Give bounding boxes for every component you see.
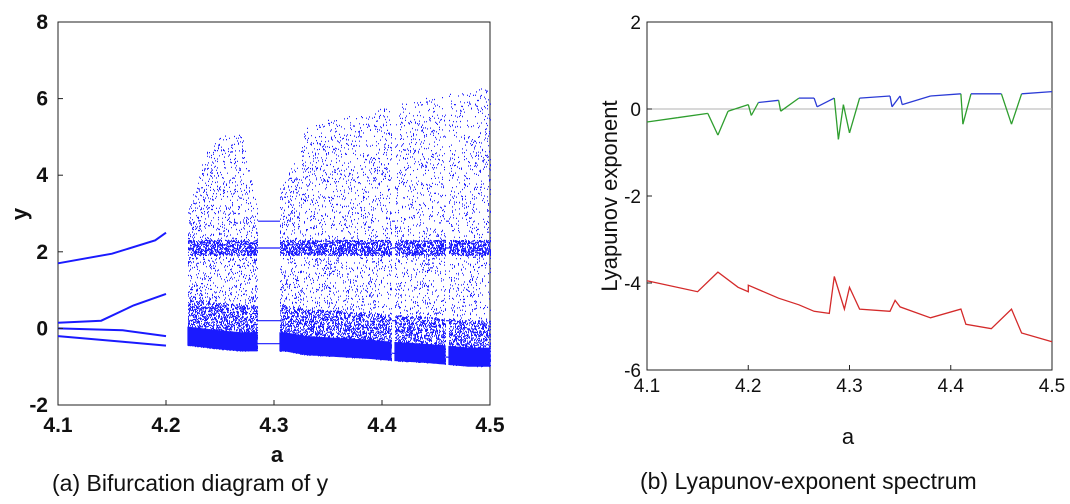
lyapunov-top-segment [780, 97, 800, 112]
lyapunov-top-segment [677, 112, 708, 119]
lyapunov-top-segment [902, 95, 931, 106]
y-tick-label-a: 0 [36, 317, 48, 340]
lyapunov-top-segment [717, 110, 729, 136]
lyapunov-top-segment [962, 93, 972, 125]
axis-ticks-a: 4.1 4.2 4.3 4.4 4.5 -2 0 2 4 6 8 [29, 11, 505, 437]
periodic-branch [57, 335, 167, 347]
y-axis-label-b: Lyapunov exponent [597, 100, 622, 291]
lyapunov-top-segment [758, 99, 779, 104]
bifurcation-points [57, 88, 491, 368]
y-tick-label-a: 4 [36, 164, 48, 187]
y-tick-label-b: -2 [624, 187, 641, 208]
lyapunov-top-segment [707, 113, 719, 136]
lyapunov-top-segment [747, 104, 752, 116]
x-tick-label-b: 4.5 [1039, 376, 1065, 397]
x-tick-label-a: 4.5 [475, 414, 505, 437]
x-tick-label-b: 4.4 [938, 376, 965, 397]
lyapunov-top-segment [859, 95, 891, 99]
lyapunov-top-segment [1021, 90, 1053, 95]
y-tick-label-b: -6 [624, 361, 641, 382]
lyapunov-bottom-line [646, 271, 1053, 343]
lyapunov-top-segment [1010, 93, 1023, 125]
lyapunov-top-segment [777, 100, 782, 112]
x-axis-label-a: a [271, 442, 284, 467]
lyapunov-top-segment [1000, 93, 1013, 125]
plot-frame-b [646, 21, 1053, 371]
lyapunov-top-segment [899, 95, 903, 105]
lyapunov-top-segment [837, 104, 845, 140]
y-tick-label-a: 6 [36, 88, 48, 111]
y-tick-label-a: 2 [36, 241, 48, 264]
lyapunov-panel: 4.1 4.2 4.3 4.4 4.5 -6 -4 -2 0 2 Lyapunov exponen… [597, 13, 1065, 449]
lyapunov-top-segment [813, 97, 818, 108]
lyapunov-top-segment [930, 93, 961, 97]
caption-a: (a) Bifurcation diagram of y [52, 470, 329, 496]
x-tick-label-b: 4.2 [735, 376, 761, 397]
x-tick-label-b: 4.1 [634, 376, 660, 397]
lyapunov-top-segment [889, 95, 893, 107]
y-tick-label-a: 8 [36, 11, 48, 34]
periodic-branch [57, 327, 167, 338]
y-axis-label-a: y [7, 207, 32, 220]
x-axis-label-b: a [842, 424, 855, 449]
lyapunov-top-segment [646, 117, 678, 123]
lyapunov-top-segment [891, 95, 901, 108]
x-tick-label-a: 4.4 [367, 414, 397, 437]
lyapunov-lines [646, 90, 1053, 343]
caption-b: (b) Lyapunov-exponent spectrum [640, 468, 977, 494]
x-tick-label-a: 4.1 [43, 414, 73, 437]
lyapunov-top-segment [727, 103, 749, 112]
x-tick-label-a: 4.2 [151, 414, 180, 437]
lyapunov-top-segment [842, 104, 851, 134]
bifurcation-panel: 4.1 4.2 4.3 4.4 4.5 -2 0 2 4 6 8 y a [7, 11, 505, 467]
lyapunov-top-segment [960, 93, 964, 125]
lyapunov-top-segment [833, 98, 840, 140]
x-tick-label-a: 4.3 [259, 414, 288, 437]
periodic-branch [57, 231, 167, 265]
y-tick-label-a: -2 [29, 394, 48, 417]
y-tick-label-b: 0 [630, 100, 641, 121]
y-tick-label-b: -4 [624, 274, 641, 295]
chaotic-cloud [187, 88, 491, 368]
lyapunov-top-segment [750, 102, 759, 116]
periodic-branch [57, 292, 167, 324]
x-tick-label-b: 4.3 [836, 376, 862, 397]
y-tick-label-b: 2 [630, 13, 641, 34]
lyapunov-top-segment [848, 97, 861, 134]
lyapunov-top-segment [816, 97, 835, 108]
axis-ticks-b: 4.1 4.2 4.3 4.4 4.5 -6 -4 -2 0 2 [624, 13, 1065, 397]
